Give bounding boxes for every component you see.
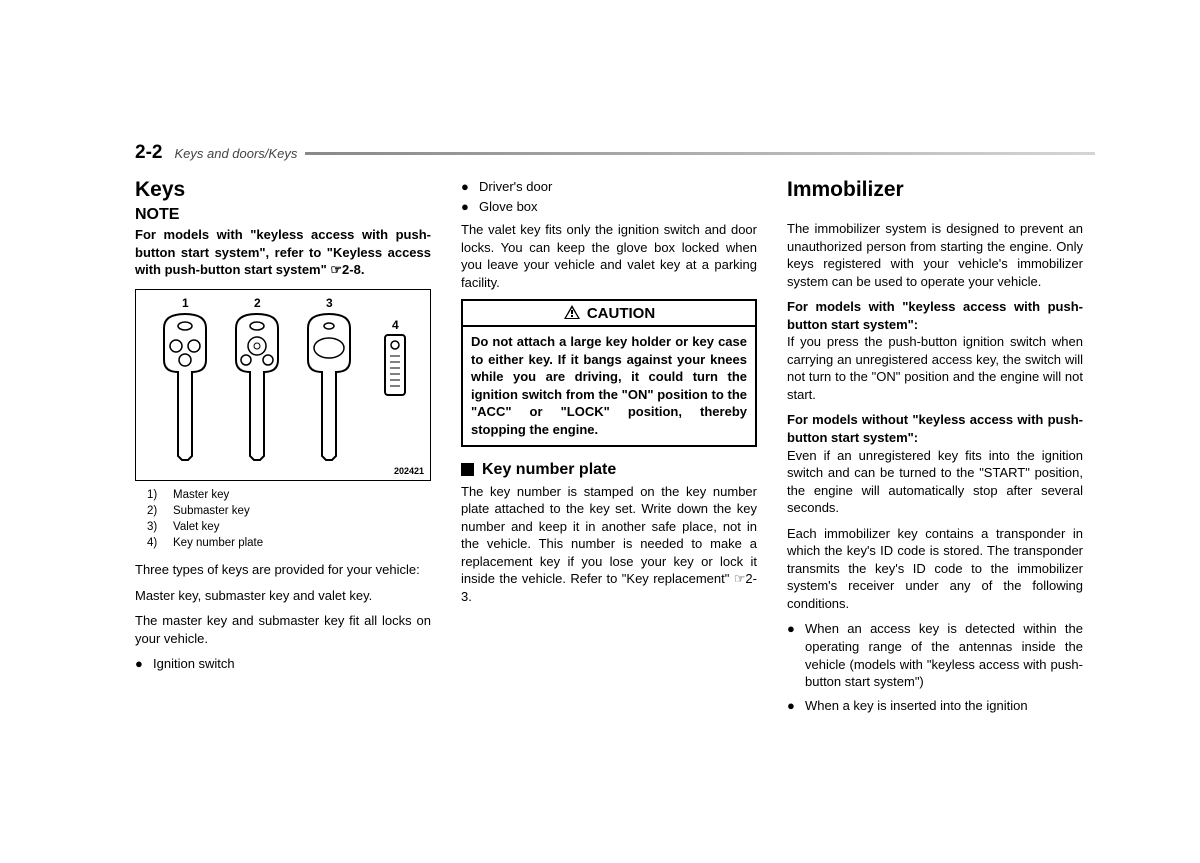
valet-key-icon xyxy=(302,312,356,462)
note-body: For models with "keyless access with pus… xyxy=(135,226,431,279)
subsection-title: For models without "keyless access with … xyxy=(787,411,1083,446)
caution-title: CAUTION xyxy=(587,305,655,322)
paragraph: Each immobilizer key contains a transpon… xyxy=(787,525,1083,613)
bullet-dot-icon: ● xyxy=(461,198,479,216)
fig-label-4: 4 xyxy=(392,318,399,332)
caution-box: CAUTION Do not attach a large key holder… xyxy=(461,299,757,446)
keys-figure: 1 2 3 4 xyxy=(135,289,431,481)
submaster-key-icon xyxy=(230,312,284,462)
figure-legend: 1)Master key 2)Submaster key 3)Valet key… xyxy=(135,487,431,551)
key-plate-icon xyxy=(384,334,406,398)
paragraph: If you press the push-button ignition sw… xyxy=(787,333,1083,403)
heading-immobilizer: Immobilizer xyxy=(787,178,1083,202)
bullet-item: ● Driver's door xyxy=(461,178,757,196)
paragraph: The immobilizer system is designed to pr… xyxy=(787,220,1083,290)
bullet-dot-icon: ● xyxy=(787,620,805,690)
paragraph: The master key and submaster key fit all… xyxy=(135,612,431,647)
fig-label-2: 2 xyxy=(254,296,261,310)
paragraph: Even if an unregistered key fits into th… xyxy=(787,447,1083,517)
fig-label-3: 3 xyxy=(326,296,333,310)
bullet-dot-icon: ● xyxy=(787,697,805,715)
breadcrumb: Keys and doors/Keys xyxy=(174,146,297,161)
bullet-item: ● When a key is inserted into the igniti… xyxy=(787,697,1083,715)
paragraph: The key number is stamped on the key num… xyxy=(461,483,757,606)
legend-item: 4)Key number plate xyxy=(147,535,431,551)
column-1: Keys NOTE For models with "keyless acces… xyxy=(135,178,431,716)
manual-page: 2-2 Keys and doors/Keys Keys NOTE For mo… xyxy=(0,0,1200,863)
fig-label-1: 1 xyxy=(182,296,189,310)
paragraph: Master key, submaster key and valet key. xyxy=(135,587,431,605)
page-number: 2-2 xyxy=(135,142,162,164)
note-title: NOTE xyxy=(135,206,431,224)
column-2: ● Driver's door ● Glove box The valet ke… xyxy=(461,178,757,716)
warning-triangle-icon xyxy=(563,304,581,320)
paragraph: The valet key fits only the ignition swi… xyxy=(461,221,757,291)
legend-item: 1)Master key xyxy=(147,487,431,503)
column-3: Immobilizer The immobilizer system is de… xyxy=(787,178,1083,716)
paragraph: Three types of keys are provided for you… xyxy=(135,561,431,579)
bullet-item: ● Glove box xyxy=(461,198,757,216)
subheading-key-number-plate: Key number plate xyxy=(461,461,757,479)
figure-id: 202421 xyxy=(394,466,424,476)
caution-body: Do not attach a large key holder or key … xyxy=(463,327,755,444)
heading-keys: Keys xyxy=(135,178,431,202)
section-marker-icon xyxy=(461,463,474,476)
caution-header: CAUTION xyxy=(463,301,755,327)
bullet-dot-icon: ● xyxy=(461,178,479,196)
legend-item: 3)Valet key xyxy=(147,519,431,535)
subsection-title: For models with "keyless access with pus… xyxy=(787,298,1083,333)
bullet-item: ● Ignition switch xyxy=(135,655,431,673)
bullet-dot-icon: ● xyxy=(135,655,153,673)
spacer xyxy=(787,206,1083,220)
legend-item: 2)Submaster key xyxy=(147,503,431,519)
master-key-icon xyxy=(158,312,212,462)
header-divider xyxy=(305,152,1095,155)
content-columns: Keys NOTE For models with "keyless acces… xyxy=(135,178,1083,716)
bullet-item: ● When an access key is detected within … xyxy=(787,620,1083,690)
